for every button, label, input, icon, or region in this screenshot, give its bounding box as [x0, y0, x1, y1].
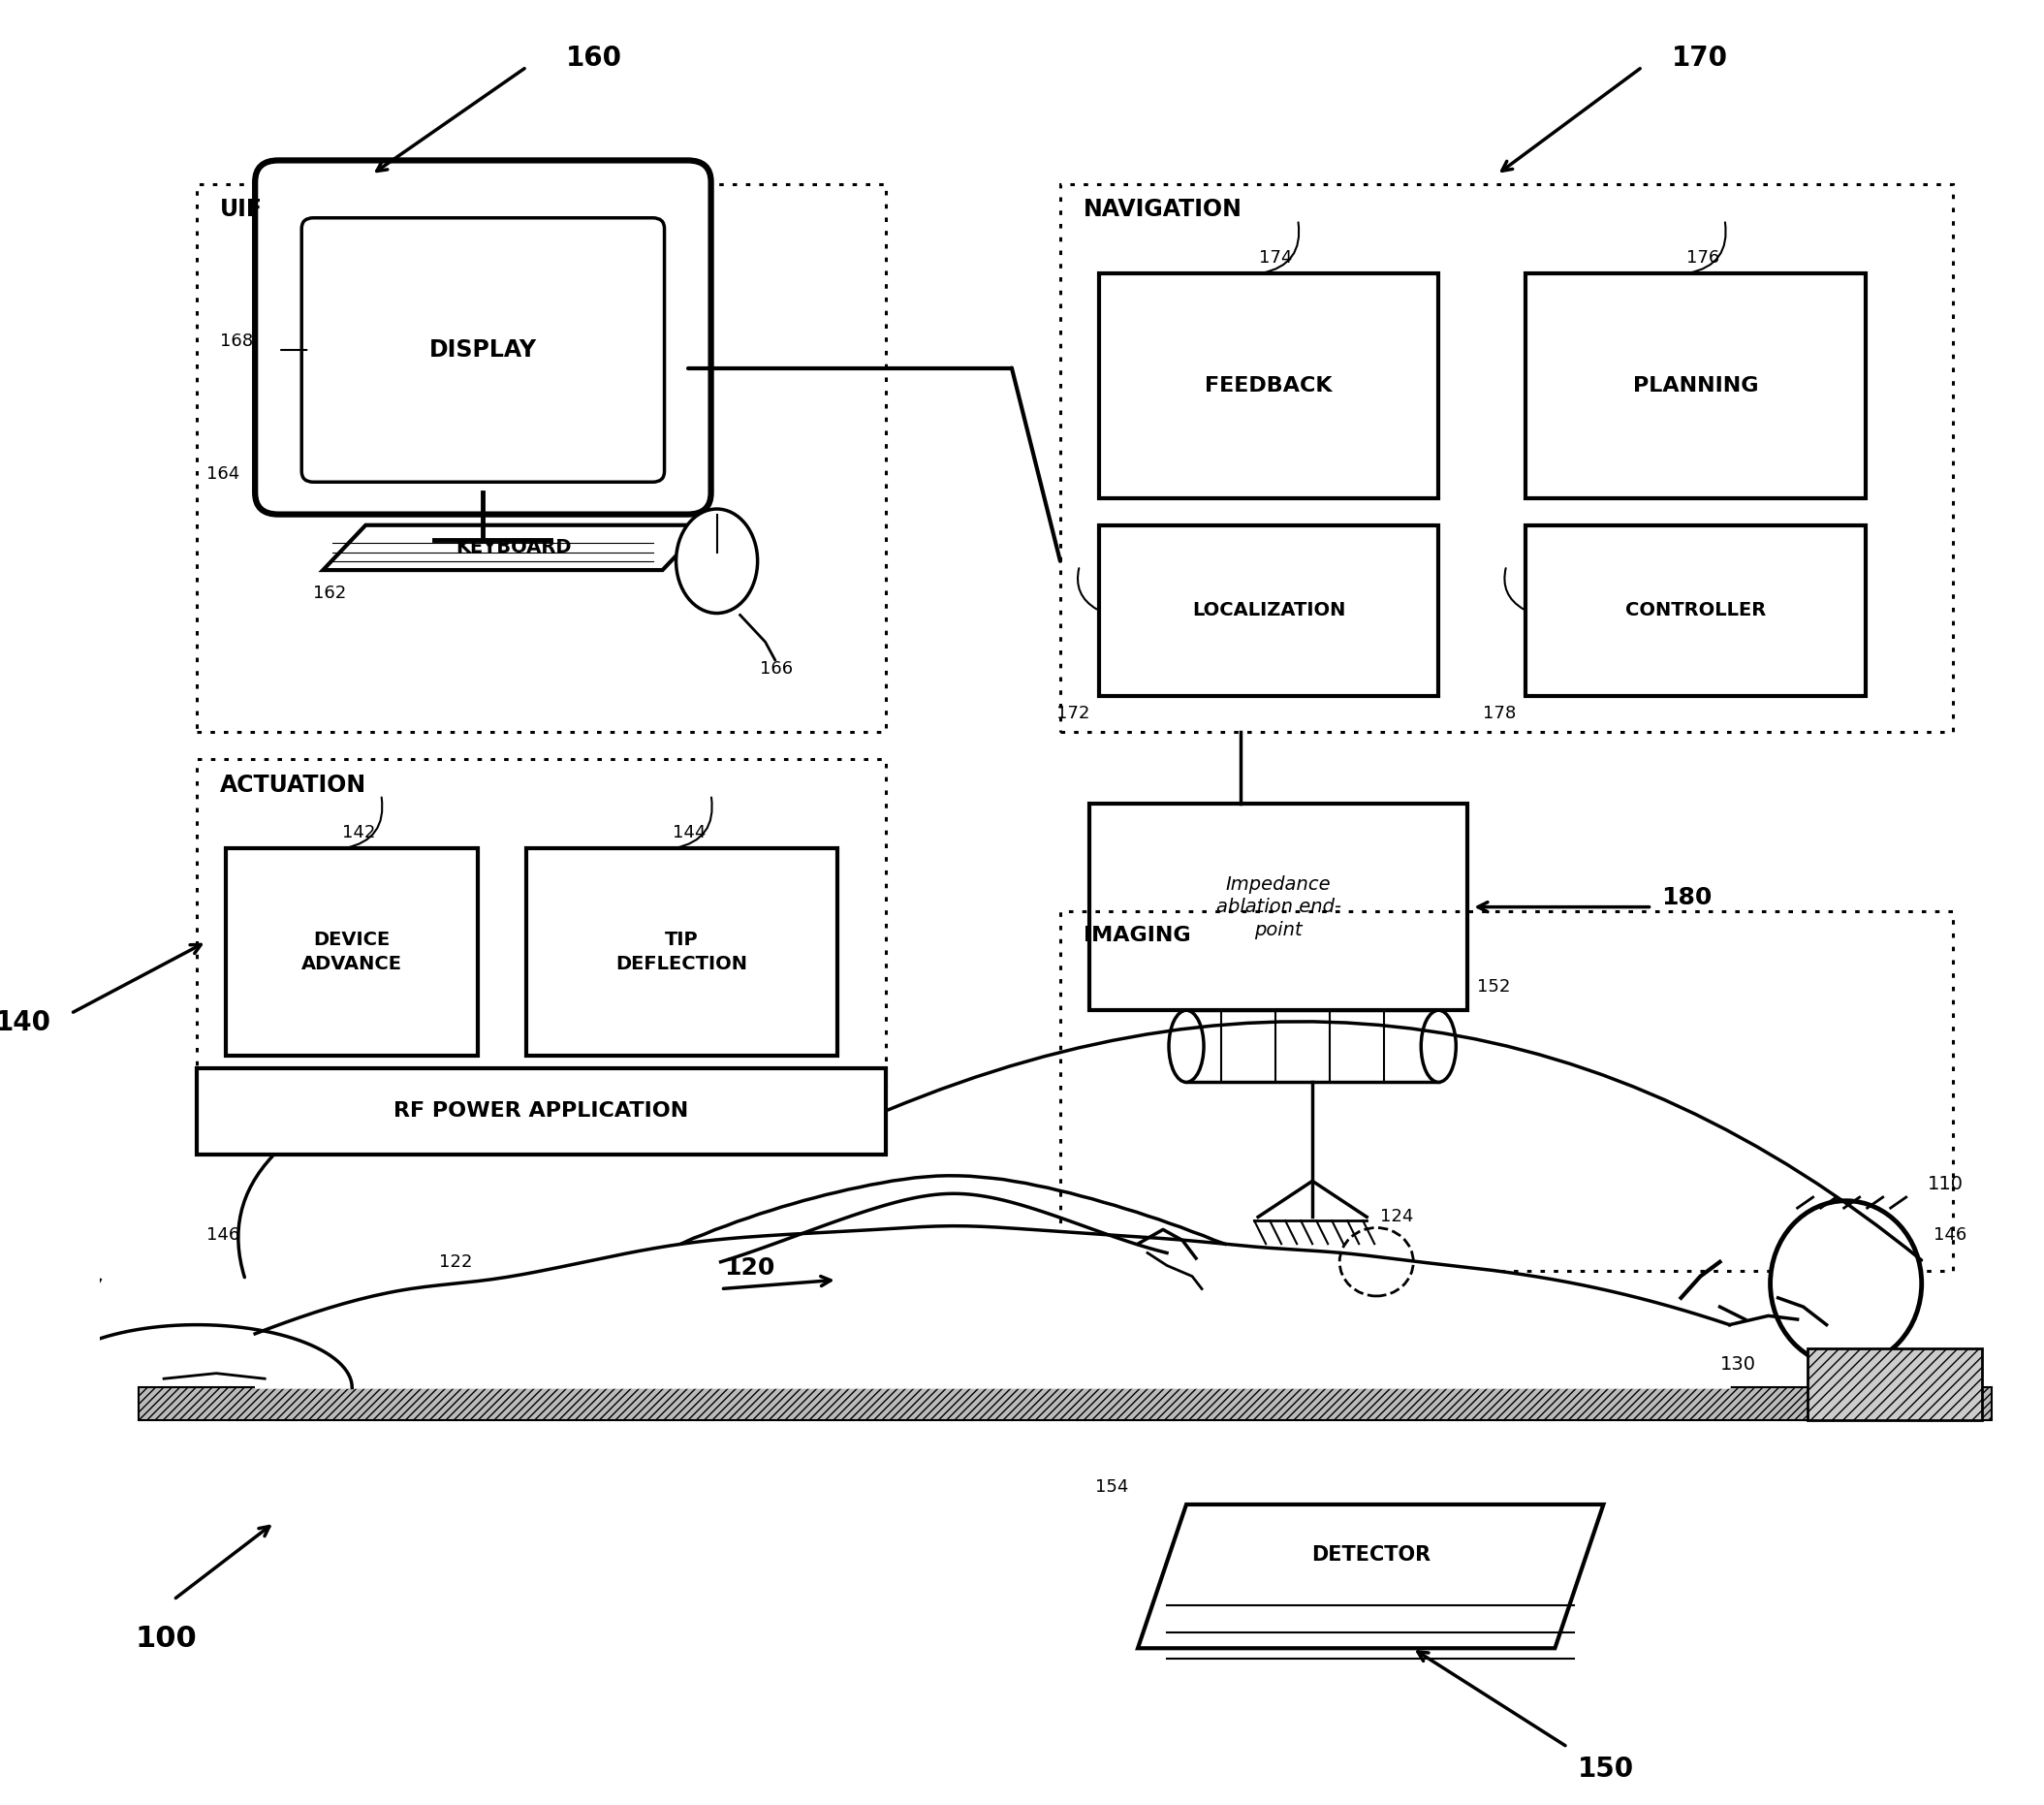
Bar — [1061, 184, 1952, 731]
Text: IMAGING: IMAGING — [1083, 926, 1192, 946]
Polygon shape — [1139, 1505, 1602, 1648]
Text: PLANNING: PLANNING — [1633, 375, 1758, 395]
Text: Impedance
ablation end-
point: Impedance ablation end- point — [1216, 875, 1341, 939]
Text: 146: 146 — [206, 1226, 239, 1244]
Text: 180: 180 — [1662, 886, 1713, 910]
Bar — [196, 758, 885, 1092]
Bar — [1100, 525, 1439, 697]
Text: 130: 130 — [1719, 1356, 1756, 1374]
Text: 122: 122 — [439, 1253, 472, 1271]
Bar — [196, 1069, 885, 1153]
Text: 150: 150 — [1578, 1756, 1633, 1783]
Bar — [1525, 525, 1866, 697]
Bar — [1061, 912, 1952, 1271]
Text: RF POWER APPLICATION: RF POWER APPLICATION — [394, 1101, 689, 1121]
Text: TIP
DEFLECTION: TIP DEFLECTION — [615, 931, 748, 973]
Text: 120: 120 — [724, 1256, 775, 1280]
Text: LOCALIZATION: LOCALIZATION — [1192, 601, 1345, 619]
Text: 154: 154 — [1096, 1478, 1128, 1496]
Text: FEEDBACK: FEEDBACK — [1206, 375, 1333, 395]
Text: 110: 110 — [1927, 1175, 1964, 1193]
Text: 152: 152 — [1478, 978, 1511, 996]
Polygon shape — [323, 525, 705, 570]
Text: 100: 100 — [135, 1624, 196, 1653]
Text: NAVIGATION: NAVIGATION — [1083, 199, 1243, 222]
Text: 168: 168 — [221, 332, 253, 350]
Text: 174: 174 — [1259, 249, 1292, 267]
Text: 172: 172 — [1057, 704, 1089, 722]
Ellipse shape — [1770, 1200, 1921, 1366]
FancyBboxPatch shape — [256, 161, 711, 514]
FancyBboxPatch shape — [303, 218, 664, 482]
Text: 166: 166 — [760, 661, 793, 677]
Bar — [1186, 1011, 1439, 1083]
Bar — [227, 848, 478, 1056]
Text: 146: 146 — [1934, 1226, 1966, 1244]
Ellipse shape — [1421, 1011, 1455, 1083]
Text: 178: 178 — [1484, 704, 1517, 722]
Text: UIF: UIF — [221, 199, 264, 222]
Text: DISPLAY: DISPLAY — [429, 338, 538, 361]
Text: 176: 176 — [1686, 249, 1719, 267]
Bar — [139, 1388, 1991, 1421]
Text: 170: 170 — [1672, 45, 1727, 72]
Text: KEYBOARD: KEYBOARD — [456, 538, 572, 556]
Bar — [1100, 274, 1439, 498]
Text: DETECTOR: DETECTOR — [1310, 1545, 1431, 1565]
Text: 144: 144 — [672, 823, 705, 841]
Text: 160: 160 — [566, 45, 621, 72]
Text: 140: 140 — [0, 1009, 51, 1036]
Bar — [1807, 1348, 1983, 1421]
Text: ACTUATION: ACTUATION — [221, 773, 366, 796]
Bar — [196, 184, 885, 731]
Text: DEVICE
ADVANCE: DEVICE ADVANCE — [303, 931, 403, 973]
Ellipse shape — [1169, 1011, 1204, 1083]
Bar — [1525, 274, 1866, 498]
Text: 162: 162 — [313, 585, 347, 601]
Ellipse shape — [677, 509, 758, 614]
Text: 164: 164 — [206, 466, 239, 484]
Text: 142: 142 — [341, 823, 376, 841]
Text: CONTROLLER: CONTROLLER — [1625, 601, 1766, 619]
Bar — [1089, 803, 1468, 1011]
Text: 124: 124 — [1380, 1208, 1414, 1226]
Bar — [527, 848, 838, 1056]
